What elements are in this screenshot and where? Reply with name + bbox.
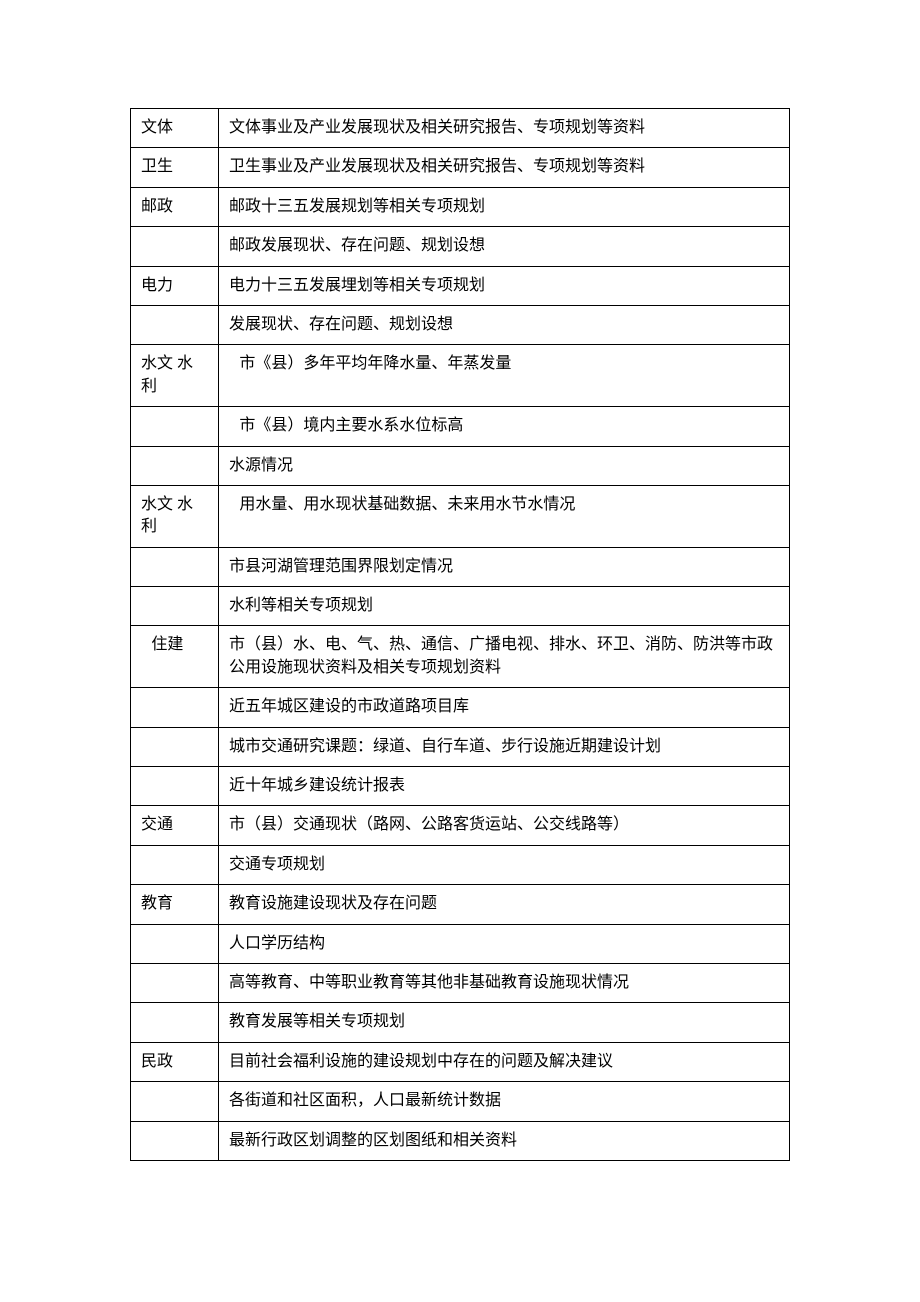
category-cell: [131, 446, 219, 485]
category-cell: [131, 727, 219, 766]
content-cell: 各街道和社区面积，人口最新统计数据: [219, 1082, 790, 1121]
category-cell: 交通: [131, 806, 219, 845]
content-text: 市《县）多年平均年降水量、年蒸发量: [229, 353, 511, 375]
content-cell: 市（县）水、电、气、热、通信、广播电视、排水、环卫、消防、防洪等市政公用设施现状…: [219, 626, 790, 688]
category-cell: [131, 1003, 219, 1042]
table-row: 水文 水利市《县）多年平均年降水量、年蒸发量: [131, 345, 790, 407]
content-text: 用水量、用水现状基础数据、未来用水节水情况: [229, 494, 575, 516]
category-cell: 水文 水利: [131, 485, 219, 547]
table-row: 交通专项规划: [131, 845, 790, 884]
table-row: 各街道和社区面积，人口最新统计数据: [131, 1082, 790, 1121]
category-cell: [131, 845, 219, 884]
table-row: 卫生卫生事业及产业发展现状及相关研究报告、专项规划等资料: [131, 148, 790, 187]
category-cell: 水文 水利: [131, 345, 219, 407]
table-row: 邮政邮政十三五发展规划等相关专项规划: [131, 187, 790, 226]
table-row: 发展现状、存在问题、规划设想: [131, 305, 790, 344]
content-cell: 发展现状、存在问题、规划设想: [219, 305, 790, 344]
content-cell: 水利等相关专项规划: [219, 587, 790, 626]
content-cell: 市县河湖管理范围界限划定情况: [219, 547, 790, 586]
content-cell: 邮政发展现状、存在问题、规划设想: [219, 227, 790, 266]
category-cell: 文体: [131, 109, 219, 148]
content-cell: 市《县）境内主要水系水位标高: [219, 407, 790, 446]
content-cell: 电力十三五发展埋划等相关专项规划: [219, 266, 790, 305]
table-body: 文体文体事业及产业发展现状及相关研究报告、专项规划等资料卫生卫生事业及产业发展现…: [131, 109, 790, 1161]
category-text: 住建: [141, 634, 183, 656]
category-cell: [131, 227, 219, 266]
category-cell: 民政: [131, 1042, 219, 1081]
table-row: 电力电力十三五发展埋划等相关专项规划: [131, 266, 790, 305]
category-cell: [131, 963, 219, 1002]
category-cell: 电力: [131, 266, 219, 305]
table-row: 城市交通研究课题：绿道、自行车道、步行设施近期建设计划: [131, 727, 790, 766]
table-row: 近十年城乡建设统计报表: [131, 767, 790, 806]
category-cell: [131, 1082, 219, 1121]
table-row: 最新行政区划调整的区划图纸和相关资料: [131, 1121, 790, 1160]
content-cell: 人口学历结构: [219, 924, 790, 963]
content-text: 市《县）境内主要水系水位标高: [229, 415, 463, 437]
content-cell: 目前社会福利设施的建设规划中存在的问题及解决建议: [219, 1042, 790, 1081]
table-row: 近五年城区建设的市政道路项目库: [131, 688, 790, 727]
table-row: 市县河湖管理范围界限划定情况: [131, 547, 790, 586]
category-cell: [131, 587, 219, 626]
content-cell: 市（县）交通现状（路网、公路客货运站、公交线路等）: [219, 806, 790, 845]
content-cell: 近十年城乡建设统计报表: [219, 767, 790, 806]
document-page: 文体文体事业及产业发展现状及相关研究报告、专项规划等资料卫生卫生事业及产业发展现…: [0, 0, 920, 1302]
category-cell: 教育: [131, 885, 219, 924]
content-cell: 用水量、用水现状基础数据、未来用水节水情况: [219, 485, 790, 547]
table-row: 交通市（县）交通现状（路网、公路客货运站、公交线路等）: [131, 806, 790, 845]
category-cell: [131, 924, 219, 963]
category-cell: [131, 547, 219, 586]
table-row: 水利等相关专项规划: [131, 587, 790, 626]
category-cell: [131, 407, 219, 446]
table-row: 高等教育、中等职业教育等其他非基础教育设施现状情况: [131, 963, 790, 1002]
content-cell: 教育设施建设现状及存在问题: [219, 885, 790, 924]
table-row: 教育发展等相关专项规划: [131, 1003, 790, 1042]
category-cell: [131, 305, 219, 344]
data-table: 文体文体事业及产业发展现状及相关研究报告、专项规划等资料卫生卫生事业及产业发展现…: [130, 108, 790, 1161]
content-cell: 市《县）多年平均年降水量、年蒸发量: [219, 345, 790, 407]
content-cell: 卫生事业及产业发展现状及相关研究报告、专项规划等资料: [219, 148, 790, 187]
table-row: 民政目前社会福利设施的建设规划中存在的问题及解决建议: [131, 1042, 790, 1081]
table-row: 人口学历结构: [131, 924, 790, 963]
category-cell: 住建: [131, 626, 219, 688]
category-cell: 邮政: [131, 187, 219, 226]
table-row: 文体文体事业及产业发展现状及相关研究报告、专项规划等资料: [131, 109, 790, 148]
table-row: 水源情况: [131, 446, 790, 485]
category-cell: 卫生: [131, 148, 219, 187]
table-row: 住建 市（县）水、电、气、热、通信、广播电视、排水、环卫、消防、防洪等市政公用设施…: [131, 626, 790, 688]
content-cell: 水源情况: [219, 446, 790, 485]
content-cell: 文体事业及产业发展现状及相关研究报告、专项规划等资料: [219, 109, 790, 148]
content-cell: 交通专项规划: [219, 845, 790, 884]
content-cell: 城市交通研究课题：绿道、自行车道、步行设施近期建设计划: [219, 727, 790, 766]
content-cell: 最新行政区划调整的区划图纸和相关资料: [219, 1121, 790, 1160]
table-row: 市《县）境内主要水系水位标高: [131, 407, 790, 446]
category-cell: [131, 767, 219, 806]
category-cell: [131, 688, 219, 727]
table-row: 邮政发展现状、存在问题、规划设想: [131, 227, 790, 266]
table-row: 水文 水利用水量、用水现状基础数据、未来用水节水情况: [131, 485, 790, 547]
content-cell: 教育发展等相关专项规划: [219, 1003, 790, 1042]
content-cell: 高等教育、中等职业教育等其他非基础教育设施现状情况: [219, 963, 790, 1002]
category-cell: [131, 1121, 219, 1160]
content-cell: 邮政十三五发展规划等相关专项规划: [219, 187, 790, 226]
table-row: 教育教育设施建设现状及存在问题: [131, 885, 790, 924]
content-cell: 近五年城区建设的市政道路项目库: [219, 688, 790, 727]
